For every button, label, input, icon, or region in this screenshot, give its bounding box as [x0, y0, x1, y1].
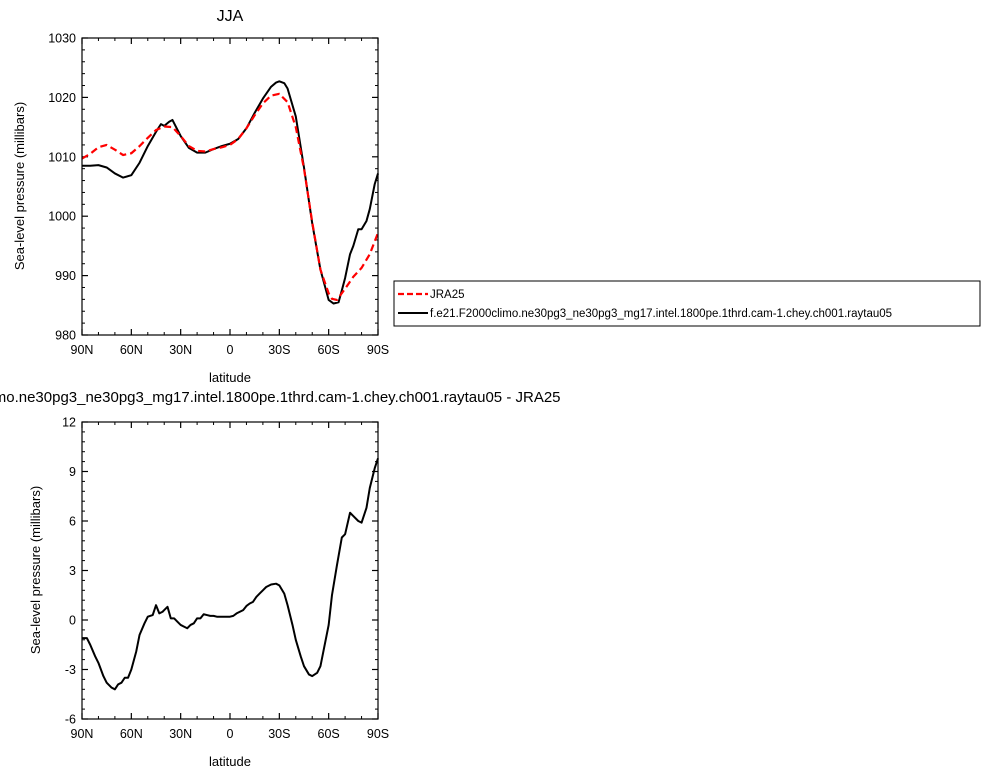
top-xtick-label-3: 0	[227, 343, 234, 357]
top-ytick-label-1: 990	[55, 269, 76, 283]
top-ytick-label-0: 980	[55, 329, 76, 343]
legend: JRA25 f.e21.F2000climo.ne30pg3_ne30pg3_m…	[393, 280, 981, 327]
top-series-line-0	[81, 92, 380, 302]
top-xtick-label-5: 60S	[318, 343, 340, 357]
top-ytick-label-4: 1020	[48, 91, 76, 105]
legend-box	[393, 280, 981, 327]
top-ytick-label-2: 1000	[48, 210, 76, 224]
bottom-ytick-label-6: 12	[62, 416, 76, 430]
top-panel-xlabel: latitude	[209, 370, 251, 385]
legend-label-model: f.e21.F2000climo.ne30pg3_ne30pg3_mg17.in…	[430, 308, 892, 320]
bottom-panel-xlabel: latitude	[209, 754, 251, 769]
top-xtick-label-6: 90S	[367, 343, 389, 357]
top-xtick-label-2: 30N	[169, 343, 192, 357]
top-xtick-label-4: 30S	[268, 343, 290, 357]
bottom-panel-ylabel: Sea-level pressure (millibars)	[28, 486, 43, 654]
top-panel-title: JJA	[217, 8, 244, 25]
bottom-panel-frame	[81, 421, 379, 720]
bottom-xtick-label-6: 90S	[367, 727, 389, 741]
bottom-xtick-label-2: 30N	[169, 727, 192, 741]
top-ytick-label-3: 1010	[48, 150, 76, 164]
bottom-xtick-label-3: 0	[227, 727, 234, 741]
top-panel-frame	[81, 37, 379, 336]
bottom-ytick-label-3: 3	[69, 564, 76, 578]
top-xtick-label-0: 90N	[71, 343, 94, 357]
bottom-xtick-label-5: 60S	[318, 727, 340, 741]
bottom-panel-title: f.e21.F2000climo.ne30pg3_ne30pg3_mg17.in…	[0, 389, 561, 406]
bottom-panel: f.e21.F2000climo.ne30pg3_ne30pg3_mg17.in…	[0, 389, 561, 769]
top-ytick-label-5: 1030	[48, 32, 76, 46]
bottom-xtick-label-4: 30S	[268, 727, 290, 741]
bottom-ytick-label-5: 9	[69, 465, 76, 479]
bottom-ytick-label-1: -3	[65, 663, 76, 677]
bottom-series-line-0	[82, 457, 379, 691]
bottom-ytick-label-0: -6	[65, 713, 76, 727]
top-series-line-1	[82, 80, 379, 305]
top-panel: JJA Sea-level pressure (millibars) latit…	[12, 8, 389, 385]
top-panel-ylabel: Sea-level pressure (millibars)	[12, 102, 27, 270]
legend-label-jra25: JRA25	[430, 289, 465, 301]
bottom-xtick-label-1: 60N	[120, 727, 143, 741]
bottom-ytick-label-4: 6	[69, 515, 76, 529]
bottom-xtick-label-0: 90N	[71, 727, 94, 741]
bottom-ytick-label-2: 0	[69, 614, 76, 628]
top-xtick-label-1: 60N	[120, 343, 143, 357]
